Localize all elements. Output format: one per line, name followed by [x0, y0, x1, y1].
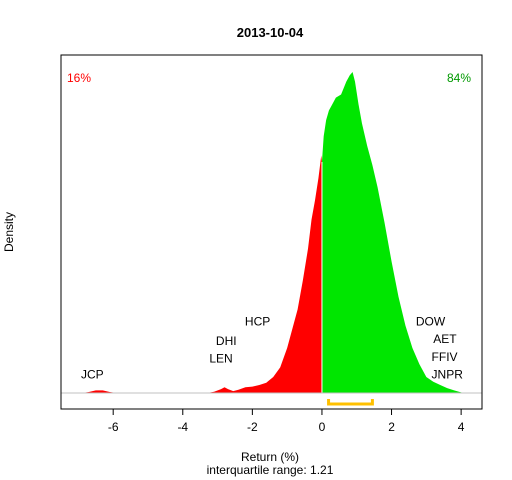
x-tick-label: -2: [247, 420, 258, 434]
x-tick-label: 0: [319, 420, 326, 434]
positive-share-label: 84%: [447, 71, 471, 85]
x-tick-label: -4: [177, 420, 188, 434]
annotation-aet: AET: [433, 332, 457, 346]
x-axis: -6 -4 -2 0 2 4: [108, 409, 465, 434]
negative-share-label: 16%: [67, 71, 91, 85]
y-axis-label: Density: [2, 212, 16, 252]
plot-frame: [60, 54, 483, 410]
annotation-jnpr: JNPR: [432, 368, 464, 382]
interquartile-range-bracket: [327, 399, 374, 406]
positive-return-area: [321, 72, 465, 393]
annotation-jcp: JCP: [81, 368, 104, 382]
x-tick-label: 2: [388, 420, 395, 434]
x-tick-label: 4: [458, 420, 465, 434]
iqr-subtitle: interquartile range: 1.21: [207, 463, 334, 477]
annotation-ffiv: FFIV: [432, 350, 458, 364]
annotation-hcp: HCP: [245, 315, 270, 329]
annotation-dow: DOW: [416, 315, 446, 329]
ticker-annotations: JCP LEN DHI HCP DOW AET FFIV JNPR: [81, 315, 463, 382]
x-tick-label: -6: [108, 420, 119, 434]
x-axis-label: Return (%): [241, 450, 299, 464]
negative-return-area: [81, 155, 322, 393]
plot-area: JCP LEN DHI HCP DOW AET FFIV JNPR: [61, 72, 482, 406]
iqr-bracket-line: [327, 399, 374, 406]
annotation-len: LEN: [209, 352, 232, 366]
annotation-dhi: DHI: [216, 334, 237, 348]
chart-title: 2013-10-04: [237, 25, 304, 40]
